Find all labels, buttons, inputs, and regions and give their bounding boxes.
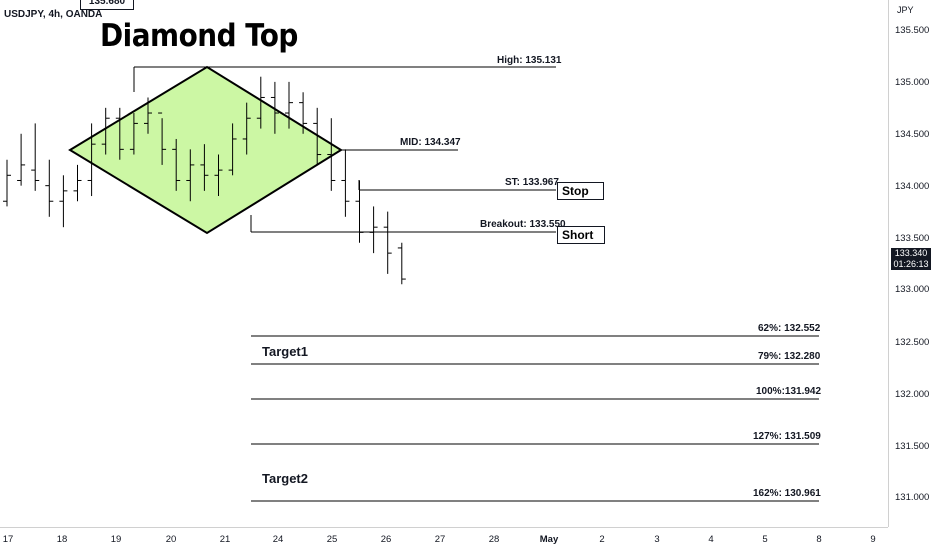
price-tick: 135.000 <box>895 77 930 88</box>
target2-label[interactable]: Target2 <box>262 471 308 486</box>
price-tick: 134.500 <box>895 129 930 140</box>
ohlc-bar <box>299 92 308 134</box>
mid-level-label: MID: 134.347 <box>400 137 461 148</box>
time-tick: 27 <box>434 534 446 545</box>
price-tick: 133.500 <box>895 233 930 244</box>
price-tick: 134.000 <box>895 181 930 192</box>
target-79-label: 79%: 132.280 <box>758 351 821 362</box>
ohlc-bar <box>73 164 82 202</box>
ohlc-bar <box>242 102 251 155</box>
time-tick-month: May <box>539 534 559 545</box>
ohlc-bar <box>59 175 68 228</box>
stop-level-label: ST: 133.967 <box>505 177 559 188</box>
ohlc-bar <box>228 123 237 176</box>
target-162-label: 162%: 130.961 <box>753 488 821 499</box>
ohlc-bar <box>101 107 110 155</box>
current-price-badge[interactable]: 133.340 01:26:13 <box>891 248 931 270</box>
ohlc-bar <box>327 118 336 191</box>
ohlc-bar <box>256 76 265 129</box>
ohlc-bars <box>3 76 406 285</box>
stop-tag[interactable]: Stop <box>557 182 604 200</box>
time-tick: 28 <box>488 534 500 545</box>
ohlc-bar <box>397 242 406 285</box>
price-tick: 132.500 <box>895 337 930 348</box>
current-price: 133.340 <box>894 248 928 258</box>
time-tick: 3 <box>654 534 660 545</box>
ohlc-bar <box>31 123 40 191</box>
breakout-level-label: Breakout: 133.550 <box>480 219 566 230</box>
target1-label[interactable]: Target1 <box>262 344 308 359</box>
target-100-label: 100%:131.942 <box>756 386 822 397</box>
chart-area[interactable]: USDJPY, 4h, OANDA 135.680 Diamond Top Hi… <box>0 0 888 527</box>
price-axis-unit: JPY <box>897 5 914 15</box>
time-axis[interactable]: 17 18 19 20 21 24 25 26 27 28 May 2 3 4 … <box>0 527 888 551</box>
ohlc-bar <box>369 206 378 254</box>
ohlc-bar <box>200 144 209 191</box>
ohlc-bar <box>270 81 279 134</box>
price-tick: 132.000 <box>895 389 930 400</box>
time-tick: 18 <box>56 534 68 545</box>
ohlc-bar <box>186 149 195 202</box>
symbol-label: USDJPY, 4h, OANDA <box>4 9 103 20</box>
time-tick: 19 <box>110 534 122 545</box>
ohlc-bar <box>383 211 392 274</box>
price-tick: 133.000 <box>895 284 930 295</box>
time-tick: 20 <box>165 534 177 545</box>
ohlc-bar <box>129 113 138 155</box>
ohlc-bar <box>172 138 181 191</box>
short-tag[interactable]: Short <box>557 226 605 244</box>
time-tick: 4 <box>708 534 714 545</box>
time-tick: 9 <box>870 534 876 545</box>
price-tick: 131.500 <box>895 441 930 452</box>
ohlc-bar <box>17 133 26 186</box>
axis-corner <box>888 527 932 550</box>
ohlc-bar <box>214 154 223 197</box>
time-tick: 25 <box>326 534 338 545</box>
time-tick: 24 <box>272 534 284 545</box>
time-tick: 26 <box>380 534 392 545</box>
time-tick: 17 <box>2 534 14 545</box>
ohlc-bar <box>285 81 293 129</box>
ohlc-bar <box>115 107 124 160</box>
ohlc-bar <box>144 97 152 134</box>
ohlc-bar <box>3 159 11 207</box>
target-62-label: 62%: 132.552 <box>758 323 821 334</box>
time-tick: 8 <box>816 534 822 545</box>
chart-canvas[interactable] <box>0 0 888 527</box>
time-tick: 2 <box>599 534 605 545</box>
high-level-label: High: 135.131 <box>497 55 562 66</box>
pattern-title[interactable]: Diamond Top <box>100 18 298 54</box>
price-tick: 131.000 <box>895 492 930 503</box>
bar-countdown: 01:26:13 <box>893 259 929 269</box>
ohlc-bar <box>313 107 322 165</box>
time-tick: 21 <box>219 534 231 545</box>
ohlc-bar <box>87 123 96 197</box>
diamond-top-shape[interactable] <box>68 65 343 235</box>
price-tick: 135.500 <box>895 25 930 36</box>
price-axis[interactable]: JPY 135.500 135.000 134.500 134.000 133.… <box>888 0 932 550</box>
top-price-box: 135.680 <box>80 0 134 10</box>
target-127-label: 127%: 131.509 <box>753 431 821 442</box>
ohlc-bar <box>341 149 350 217</box>
ohlc-bar <box>45 159 54 217</box>
time-tick: 5 <box>762 534 768 545</box>
ohlc-bar <box>355 180 364 243</box>
ohlc-bar <box>158 112 167 165</box>
